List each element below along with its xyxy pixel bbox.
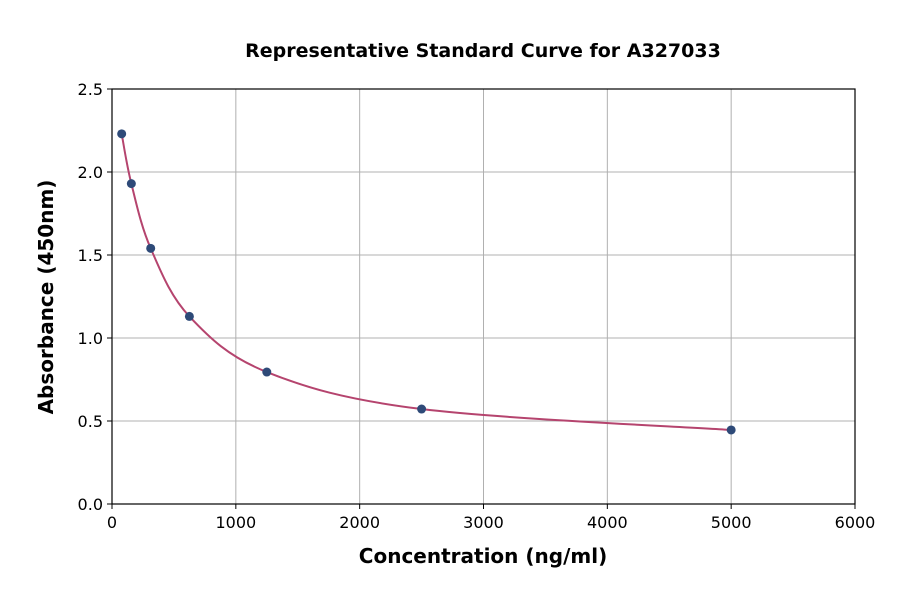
- fit-curve: [120, 133, 732, 431]
- y-axis-label: Absorbance (450nm): [34, 180, 58, 415]
- x-tick-label: 3000: [463, 513, 504, 532]
- y-tick-label: 0.0: [78, 495, 103, 514]
- y-tick-label: 2.0: [78, 163, 103, 182]
- chart-title: Representative Standard Curve for A32703…: [245, 40, 721, 62]
- y-tick-label: 1.5: [78, 246, 103, 265]
- data-point: [262, 367, 272, 377]
- x-tick-label: 6000: [835, 513, 876, 532]
- x-tick-label: 2000: [339, 513, 380, 532]
- fit-curve-group: [120, 133, 732, 431]
- y-tick-label: 0.5: [78, 412, 103, 431]
- data-point: [417, 404, 427, 414]
- x-tick-label: 5000: [711, 513, 752, 532]
- y-ticks: 0.0 0.5 1.0 1.5 2.0 2.5: [78, 80, 112, 514]
- x-tick-label: 0: [107, 513, 117, 532]
- y-tick-label: 1.0: [78, 329, 103, 348]
- data-point: [146, 243, 156, 253]
- y-tick-label: 2.5: [78, 80, 103, 99]
- data-point: [117, 129, 127, 139]
- data-point: [184, 311, 194, 321]
- data-point: [726, 425, 736, 435]
- grid: [112, 89, 855, 504]
- x-tick-label: 1000: [215, 513, 256, 532]
- data-points: [117, 129, 736, 435]
- x-axis-label: Concentration (ng/ml): [359, 544, 607, 568]
- data-point: [126, 179, 136, 189]
- x-tick-label: 4000: [587, 513, 628, 532]
- x-ticks: 0 1000 2000 3000 4000 5000 6000: [107, 504, 875, 532]
